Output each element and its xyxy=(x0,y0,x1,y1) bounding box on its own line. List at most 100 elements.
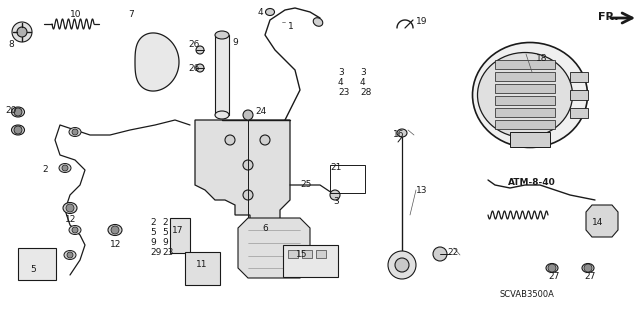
Text: 27: 27 xyxy=(584,272,595,281)
Bar xyxy=(302,250,312,258)
Bar xyxy=(570,90,588,100)
Text: 20: 20 xyxy=(5,106,17,115)
Text: 8: 8 xyxy=(8,40,13,49)
Text: 4: 4 xyxy=(258,8,264,17)
Text: 10: 10 xyxy=(70,10,81,19)
Circle shape xyxy=(388,251,416,279)
Circle shape xyxy=(243,110,253,120)
Text: 2: 2 xyxy=(42,165,47,174)
Text: 2: 2 xyxy=(150,218,156,227)
Bar xyxy=(495,120,555,129)
Circle shape xyxy=(72,129,78,135)
Ellipse shape xyxy=(215,111,229,119)
Text: 12: 12 xyxy=(110,240,122,249)
Ellipse shape xyxy=(215,31,229,39)
Circle shape xyxy=(433,247,447,261)
Circle shape xyxy=(260,135,270,145)
Text: 11: 11 xyxy=(196,260,207,269)
Bar xyxy=(170,218,190,253)
Ellipse shape xyxy=(64,250,76,259)
Ellipse shape xyxy=(397,129,407,137)
Ellipse shape xyxy=(477,53,573,137)
Text: 18: 18 xyxy=(536,54,547,63)
Ellipse shape xyxy=(472,42,588,147)
Text: 3: 3 xyxy=(338,68,344,77)
Bar xyxy=(495,84,555,93)
Bar xyxy=(495,96,555,105)
Text: 12: 12 xyxy=(65,215,76,224)
Text: 23: 23 xyxy=(338,88,349,97)
Ellipse shape xyxy=(12,107,24,117)
Bar xyxy=(316,250,326,258)
Polygon shape xyxy=(586,205,618,237)
Text: 5: 5 xyxy=(30,265,36,274)
Text: 14: 14 xyxy=(592,218,604,227)
Text: 9: 9 xyxy=(150,238,156,247)
Text: 6: 6 xyxy=(262,224,268,233)
Ellipse shape xyxy=(59,164,71,173)
Text: 3: 3 xyxy=(360,68,365,77)
Circle shape xyxy=(67,252,73,258)
Bar xyxy=(570,72,588,82)
Polygon shape xyxy=(195,120,290,255)
Text: ATM-8-40: ATM-8-40 xyxy=(508,178,556,187)
Polygon shape xyxy=(238,218,310,278)
Circle shape xyxy=(196,64,204,72)
Polygon shape xyxy=(135,33,179,91)
Ellipse shape xyxy=(266,9,275,16)
Bar xyxy=(18,248,56,280)
Circle shape xyxy=(243,160,253,170)
Circle shape xyxy=(66,204,74,212)
Text: 22: 22 xyxy=(447,248,458,257)
Text: 7: 7 xyxy=(128,10,134,19)
Text: 4: 4 xyxy=(360,78,365,87)
Text: 17: 17 xyxy=(172,226,184,235)
Text: 13: 13 xyxy=(416,186,428,195)
Circle shape xyxy=(395,258,409,272)
Circle shape xyxy=(243,190,253,200)
Bar xyxy=(495,108,555,117)
Circle shape xyxy=(14,126,22,134)
Text: 4: 4 xyxy=(338,78,344,87)
Text: 15: 15 xyxy=(296,250,307,259)
Bar xyxy=(283,245,338,277)
Circle shape xyxy=(72,227,78,233)
Text: 26: 26 xyxy=(188,64,200,73)
Text: FR.: FR. xyxy=(598,12,618,22)
Bar xyxy=(288,250,298,258)
Text: 3: 3 xyxy=(333,197,339,206)
Ellipse shape xyxy=(546,263,558,272)
Bar xyxy=(215,35,229,115)
Text: SCVAB3500A: SCVAB3500A xyxy=(500,290,555,299)
Circle shape xyxy=(196,46,204,54)
Ellipse shape xyxy=(108,225,122,235)
Circle shape xyxy=(12,22,32,42)
Circle shape xyxy=(17,27,27,37)
Circle shape xyxy=(584,264,592,272)
Text: 25: 25 xyxy=(300,180,312,189)
Ellipse shape xyxy=(69,226,81,234)
Bar xyxy=(495,60,555,69)
Text: 28: 28 xyxy=(360,88,371,97)
Text: 9: 9 xyxy=(232,38,237,47)
Text: 5: 5 xyxy=(162,228,168,237)
Ellipse shape xyxy=(582,263,594,272)
Text: 29: 29 xyxy=(150,248,161,257)
Text: 9: 9 xyxy=(162,238,168,247)
Text: 16: 16 xyxy=(393,130,404,139)
Circle shape xyxy=(548,264,556,272)
Bar xyxy=(330,165,365,193)
Text: 2: 2 xyxy=(162,218,168,227)
Circle shape xyxy=(111,226,119,234)
Polygon shape xyxy=(185,252,220,285)
Ellipse shape xyxy=(69,128,81,137)
Circle shape xyxy=(14,108,22,116)
Text: 27: 27 xyxy=(548,272,559,281)
Bar xyxy=(570,108,588,118)
Bar xyxy=(495,72,555,81)
Text: 5: 5 xyxy=(150,228,156,237)
Text: 19: 19 xyxy=(416,17,428,26)
Text: 23: 23 xyxy=(162,248,173,257)
Ellipse shape xyxy=(313,18,323,26)
Circle shape xyxy=(225,135,235,145)
